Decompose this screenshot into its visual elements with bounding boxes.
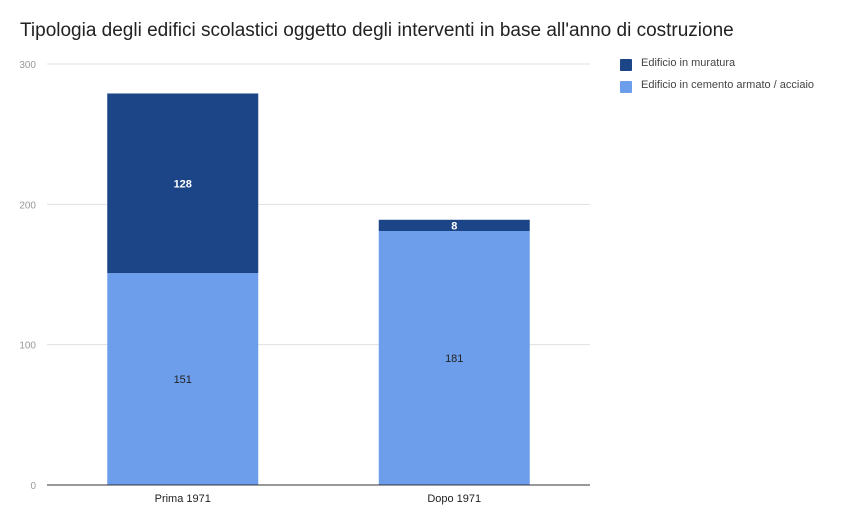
data-label-dopo-1971-series-0: 181 — [445, 353, 463, 365]
chart-title: Tipologia degli edifici scolastici ogget… — [20, 20, 734, 41]
data-label-dopo-1971-series-1: 8 — [451, 220, 457, 232]
y-tick-label-300: 300 — [19, 60, 36, 71]
legend-label-cemento: Edificio in cemento armato / acciaio — [641, 79, 815, 91]
y-tick-label-0: 0 — [30, 481, 36, 492]
legend-swatch-muratura — [620, 59, 632, 71]
bar-dopo-1971-series-1 — [378, 219, 530, 231]
legend-item-muratura: Edificio in muratura — [620, 58, 840, 71]
bar-prima-1971-series-1 — [107, 93, 259, 274]
x-tick-label-1: Dopo 1971 — [427, 493, 481, 505]
legend-item-cemento: Edificio in cemento armato / acciaio — [620, 80, 840, 93]
y-tick-label-200: 200 — [19, 200, 36, 211]
bar-dopo-1971-series-0 — [378, 230, 530, 485]
bar-prima-1971-series-0 — [107, 273, 259, 485]
data-label-prima-1971-series-1: 128 — [174, 178, 192, 190]
legend: Edificio in muratura Edificio in cemento… — [620, 58, 840, 102]
legend-swatch-cemento — [620, 81, 632, 93]
x-tick-label-0: Prima 1971 — [155, 493, 211, 505]
legend-label-muratura: Edificio in muratura — [641, 57, 736, 69]
y-tick-label-100: 100 — [19, 341, 36, 352]
data-label-prima-1971-series-0: 151 — [174, 374, 192, 386]
